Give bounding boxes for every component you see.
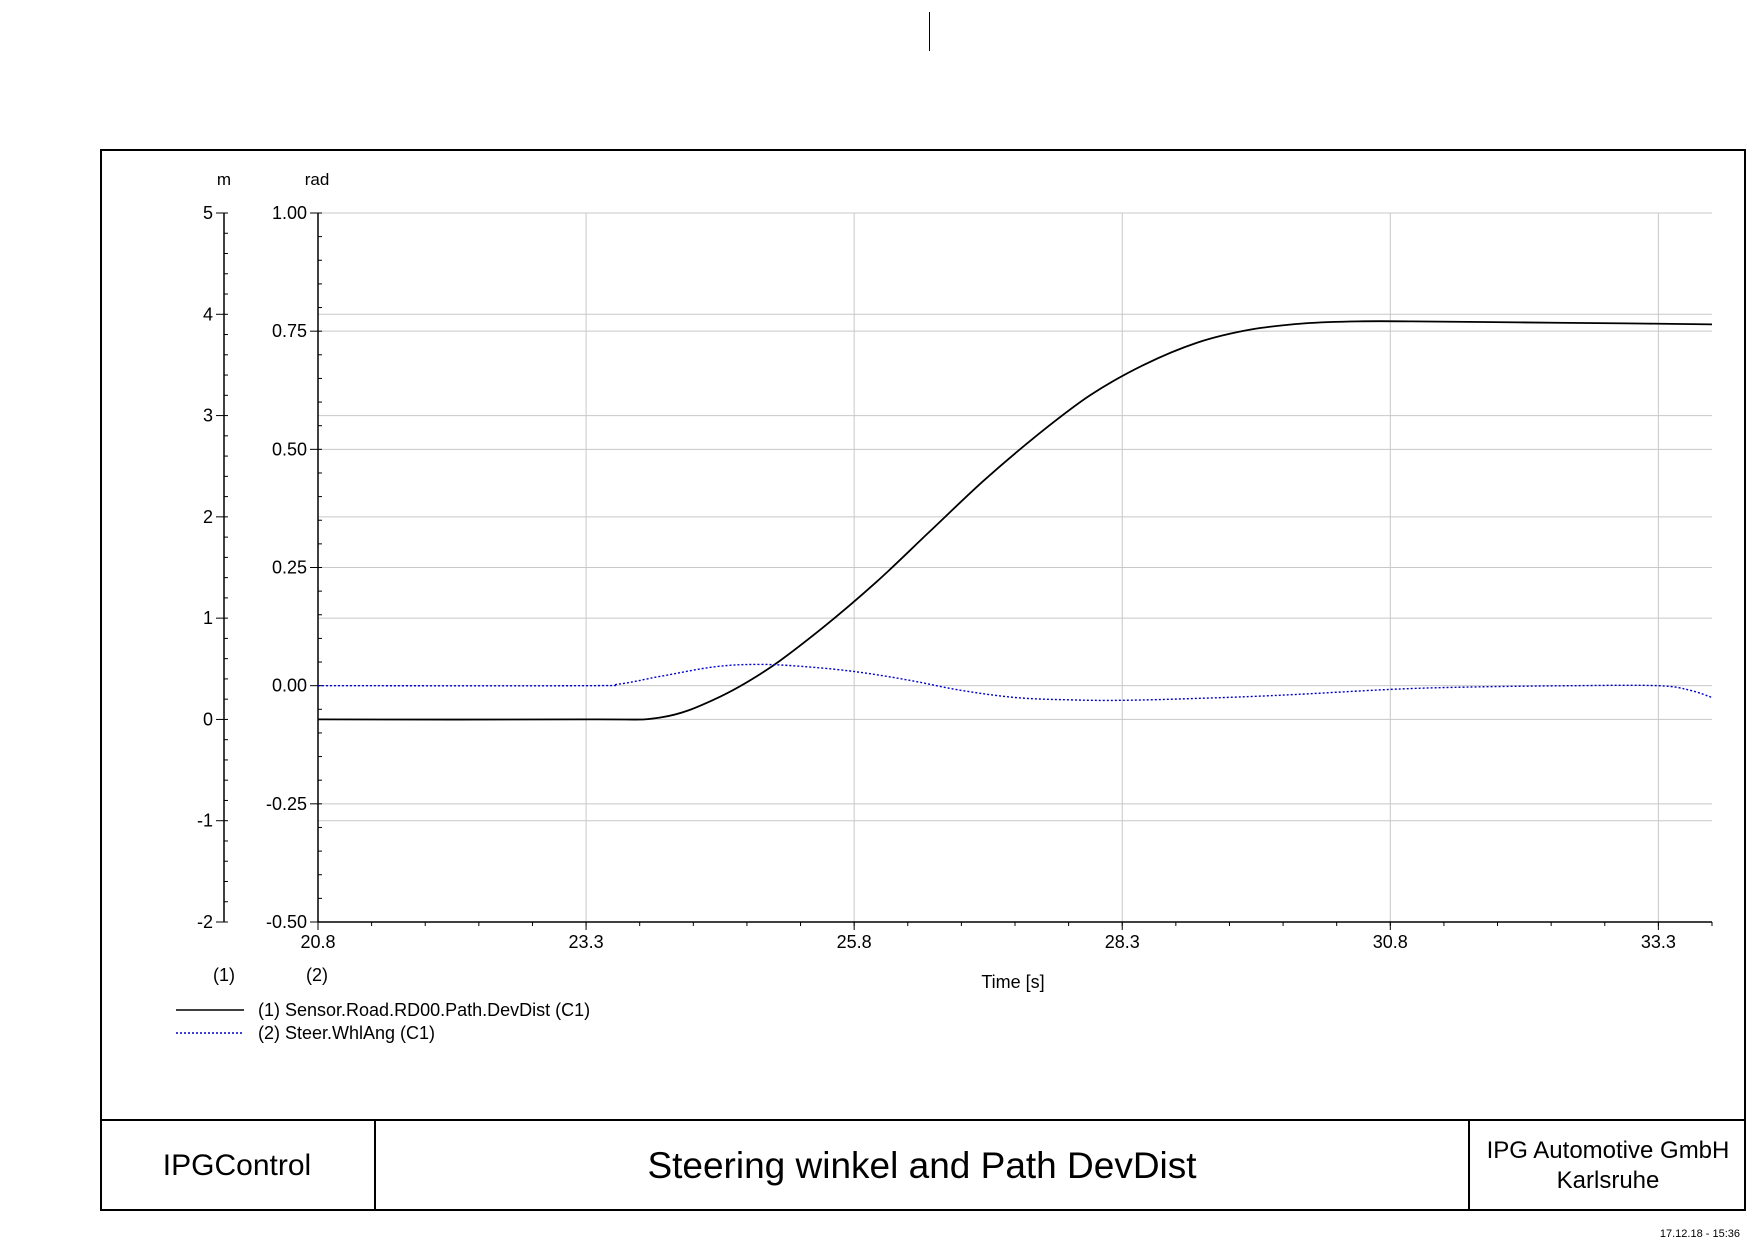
y1-tick-label: 1 bbox=[203, 608, 213, 628]
footer-report-title: Steering winkel and Path DevDist bbox=[376, 1119, 1470, 1211]
y-axis-2-unit: rad bbox=[305, 170, 330, 189]
x-tick-label: 28.3 bbox=[1105, 932, 1140, 952]
x-tick-label: 25.8 bbox=[837, 932, 872, 952]
y2-tick-label: 0.25 bbox=[272, 558, 307, 578]
footer-app-name: IPGControl bbox=[100, 1119, 376, 1211]
y1-tick-label: 3 bbox=[203, 406, 213, 426]
footer-company-block: IPG Automotive GmbH Karlsruhe bbox=[1470, 1119, 1746, 1211]
y-axis-1-id-label: (1) bbox=[213, 965, 235, 985]
legend-entry-devdist: (1) Sensor.Road.RD00.Path.DevDist (C1) bbox=[258, 1000, 590, 1020]
y1-tick-label: -2 bbox=[197, 912, 213, 932]
axes: 20.8 23.3 25.8 28.3 30.8 33.3 5 4 3 2 1 0 -1 -2 1.00 0.… bbox=[197, 203, 1713, 952]
y-axis-1-unit: m bbox=[217, 170, 231, 189]
series-lines bbox=[317, 320, 1713, 721]
x-tick-label: 33.3 bbox=[1641, 932, 1676, 952]
top-divider-mark bbox=[929, 12, 930, 51]
x-tick-label: 30.8 bbox=[1373, 932, 1408, 952]
legend-entry-whlang: (2) Steer.WhlAng (C1) bbox=[258, 1023, 435, 1043]
report-frame bbox=[100, 149, 1746, 1211]
print-timestamp: 17.12.18 - 15:36 bbox=[1659, 1228, 1740, 1240]
y1-tick-label: 4 bbox=[203, 304, 213, 324]
x-tick-label: 20.8 bbox=[300, 932, 335, 952]
y2-tick-label: 0.75 bbox=[272, 321, 307, 341]
y1-tick-label: 0 bbox=[203, 709, 213, 729]
x-axis-label: Time [s] bbox=[981, 972, 1044, 992]
footer-company-city: Karlsruhe bbox=[1556, 1167, 1660, 1194]
y-axis-2-id-label: (2) bbox=[306, 965, 328, 985]
series-line-devdist bbox=[317, 320, 1713, 721]
series-line-whlang bbox=[317, 663, 1713, 702]
y2-tick-label: -0.50 bbox=[266, 912, 307, 932]
y2-tick-label: 1.00 bbox=[272, 203, 307, 223]
y2-tick-label: 0.00 bbox=[272, 676, 307, 696]
y2-tick-label: -0.25 bbox=[266, 794, 307, 814]
grid-lines bbox=[318, 212, 1712, 922]
y2-tick-label: 0.50 bbox=[272, 439, 307, 459]
x-tick-label: 23.3 bbox=[569, 932, 604, 952]
footer-company-name: IPG Automotive GmbH bbox=[1486, 1137, 1730, 1164]
y1-tick-label: 5 bbox=[203, 203, 213, 223]
y1-tick-label: 2 bbox=[203, 507, 213, 527]
y1-tick-label: -1 bbox=[197, 811, 213, 831]
